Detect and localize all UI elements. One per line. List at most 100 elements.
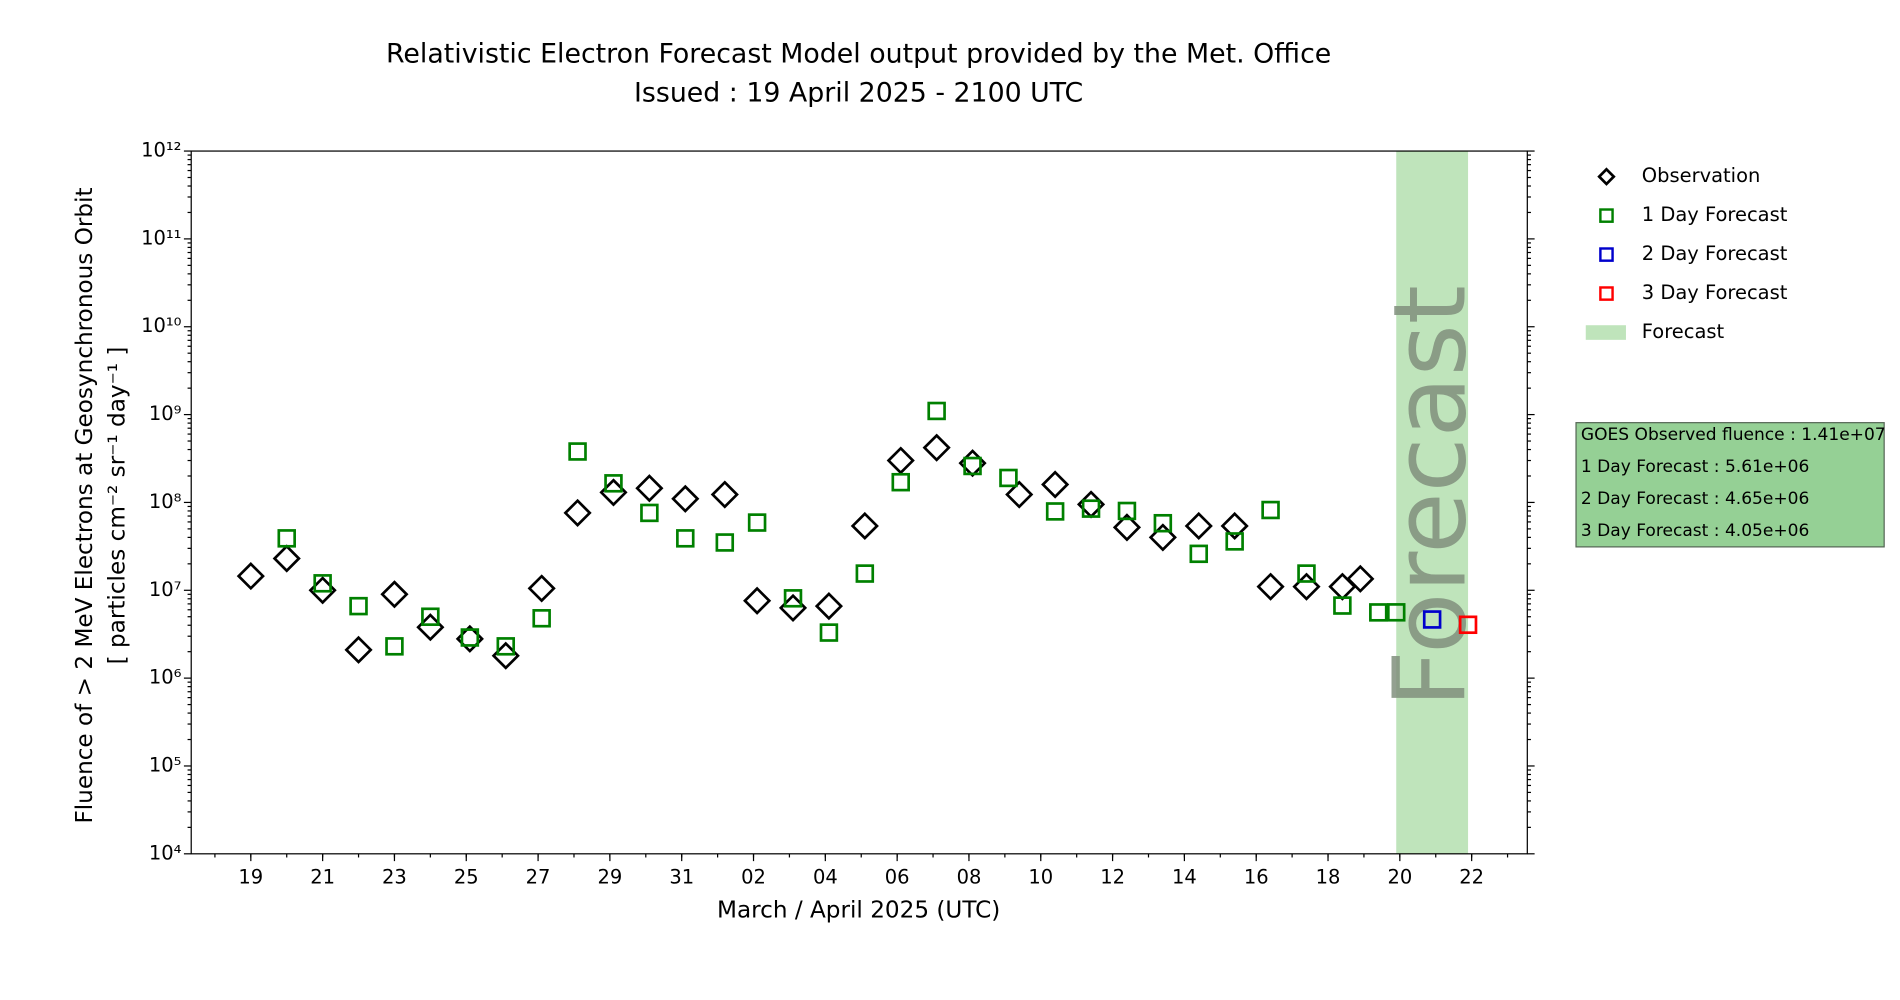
x-tick-label: 31: [669, 866, 694, 889]
square-marker: [891, 472, 910, 492]
square-marker: [783, 589, 803, 608]
legend-label: Forecast: [1642, 320, 1725, 343]
square-marker: [1153, 513, 1173, 533]
x-tick-label: 06: [885, 866, 910, 889]
square-marker: [1458, 615, 1478, 635]
square-marker: [676, 529, 695, 548]
diamond-marker: [563, 498, 592, 527]
plot-frame: [190, 150, 1528, 855]
diamond-marker: [1256, 572, 1285, 601]
legend-label: Observation: [1642, 164, 1761, 187]
diamond-marker: [1220, 511, 1249, 541]
diamond-marker: [1005, 480, 1034, 509]
square-marker: [421, 607, 440, 626]
diamond-marker: [1041, 470, 1070, 499]
x-tick-label: 22: [1459, 866, 1484, 889]
x-tick-label: 12: [1100, 866, 1125, 889]
square-marker: [640, 503, 659, 523]
diamond-marker: [527, 574, 556, 603]
info-line: 3 Day Forecast : 4.05e+06: [1581, 521, 1809, 541]
legend-label: 2 Day Forecast: [1642, 242, 1788, 265]
square-marker: [1333, 596, 1352, 615]
legend-marker: [1599, 247, 1614, 262]
square-marker: [1117, 501, 1137, 521]
diamond-marker: [1148, 523, 1177, 552]
y-axis-label: [ particles cm⁻² sr⁻¹ day⁻¹ ]: [105, 347, 131, 665]
x-tick-label: 04: [813, 866, 838, 889]
legend-marker: [1599, 208, 1614, 223]
x-axis-label: March / April 2025 (UTC): [717, 898, 1000, 924]
diamond-marker: [236, 562, 265, 591]
y-tick-label: 10⁸: [149, 490, 182, 513]
y-tick-label: 10¹⁰: [141, 314, 182, 337]
x-tick-label: 14: [1172, 866, 1197, 889]
forecast-span-label: Forecast: [1371, 285, 1488, 708]
y-tick-label: 10⁶: [149, 666, 182, 689]
legend-marker: [1585, 325, 1626, 340]
x-tick-label: 18: [1316, 866, 1341, 889]
x-tick-label: 02: [741, 866, 766, 889]
square-marker: [460, 628, 480, 647]
square-marker: [963, 456, 982, 476]
info-line: 2 Day Forecast : 4.65e+06: [1581, 489, 1809, 509]
square-marker: [313, 574, 332, 593]
square-marker: [747, 513, 767, 532]
square-marker: [927, 401, 946, 421]
square-marker: [604, 474, 623, 493]
y-tick-label: 10⁹: [149, 402, 182, 425]
square-marker: [1422, 610, 1442, 629]
diamond-marker: [1112, 513, 1142, 542]
diamond-marker: [710, 480, 739, 509]
x-tick-label: 16: [1244, 866, 1269, 889]
square-marker: [855, 564, 875, 583]
info-line: GOES Observed fluence : 1.41e+07: [1581, 425, 1886, 445]
square-marker: [1386, 603, 1406, 622]
diamond-marker: [635, 474, 664, 503]
square-marker: [568, 442, 587, 461]
legend-marker: [1597, 167, 1616, 186]
square-marker: [496, 637, 516, 656]
x-tick-label: 20: [1387, 866, 1412, 889]
diamond-marker: [344, 635, 373, 664]
forecast-span: [1396, 151, 1469, 854]
x-tick-label: 29: [597, 866, 622, 889]
diamond-marker: [922, 433, 951, 462]
diamond-marker: [272, 544, 301, 573]
chart-title: Relativistic Electron Forecast Model out…: [386, 38, 1331, 69]
square-marker: [1225, 532, 1244, 551]
x-tick-label: 10: [1028, 866, 1053, 889]
square-marker: [277, 529, 296, 548]
legend-label: 3 Day Forecast: [1642, 281, 1788, 304]
chart-subtitle: Issued : 19 April 2025 - 2100 UTC: [634, 77, 1083, 108]
square-marker: [1081, 499, 1101, 518]
square-marker: [349, 596, 368, 616]
square-marker: [999, 468, 1018, 488]
square-marker: [715, 533, 735, 552]
legend-label: 1 Day Forecast: [1642, 203, 1788, 226]
diamond-marker: [671, 484, 700, 513]
square-marker: [1045, 502, 1065, 521]
diamond-marker: [1328, 572, 1357, 601]
diamond-marker: [743, 586, 772, 615]
y-tick-label: 10⁴: [149, 841, 182, 864]
square-marker: [532, 609, 551, 628]
x-tick-label: 27: [526, 866, 551, 889]
x-tick-label: 19: [238, 866, 263, 889]
legend-marker: [1599, 286, 1614, 301]
y-tick-label: 10¹¹: [141, 226, 181, 249]
square-marker: [1369, 603, 1388, 622]
square-marker: [1261, 500, 1280, 520]
info-line: 1 Day Forecast : 5.61e+06: [1581, 457, 1809, 477]
x-tick-label: 23: [382, 866, 407, 889]
x-tick-label: 25: [454, 866, 479, 889]
y-tick-label: 10⁵: [149, 753, 182, 776]
square-marker: [385, 637, 404, 656]
diamond-marker: [850, 511, 879, 541]
y-tick-label: 10⁷: [149, 578, 182, 601]
diamond-marker: [1184, 511, 1213, 541]
square-marker: [1297, 564, 1316, 583]
y-tick-label: 10¹²: [141, 139, 181, 162]
square-marker: [1189, 544, 1209, 564]
